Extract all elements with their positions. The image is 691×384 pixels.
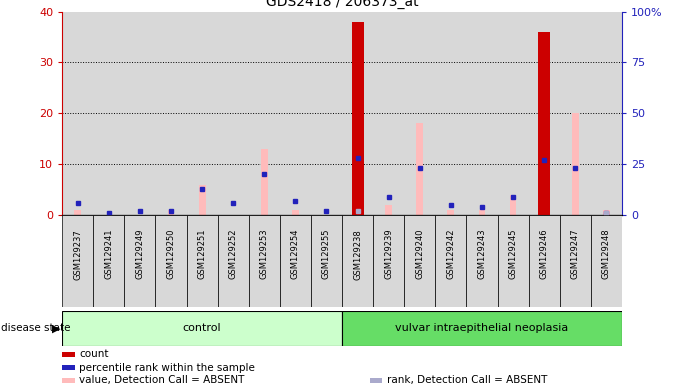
Bar	[529, 215, 560, 307]
Text: count: count	[79, 349, 108, 359]
Bar	[417, 123, 423, 215]
Text: GSM129241: GSM129241	[104, 229, 113, 280]
Bar	[538, 32, 550, 215]
Title: GDS2418 / 206373_at: GDS2418 / 206373_at	[266, 0, 418, 9]
Bar	[218, 215, 249, 307]
Bar	[560, 12, 591, 215]
Bar	[435, 12, 466, 215]
Bar	[155, 12, 187, 215]
Bar	[62, 12, 93, 215]
Bar	[342, 311, 622, 346]
Bar	[498, 12, 529, 215]
Text: GSM129248: GSM129248	[602, 229, 611, 280]
Bar	[591, 215, 622, 307]
Bar	[498, 215, 529, 307]
Bar	[292, 210, 299, 215]
Bar	[311, 12, 342, 215]
Bar	[342, 12, 373, 215]
Bar	[187, 12, 218, 215]
Bar	[466, 215, 498, 307]
Bar	[373, 12, 404, 215]
Bar	[124, 215, 155, 307]
Bar	[352, 22, 363, 215]
Text: ▶: ▶	[52, 323, 60, 333]
Bar	[93, 215, 124, 307]
Text: GSM129254: GSM129254	[291, 229, 300, 280]
Bar	[249, 12, 280, 215]
Bar	[62, 215, 93, 307]
Bar	[404, 12, 435, 215]
Text: GSM129249: GSM129249	[135, 229, 144, 280]
Text: percentile rank within the sample: percentile rank within the sample	[79, 363, 255, 373]
Bar	[155, 215, 187, 307]
Bar	[404, 215, 435, 307]
Bar	[370, 378, 382, 382]
Bar	[218, 12, 249, 215]
Bar	[261, 149, 267, 215]
Bar	[249, 215, 280, 307]
Bar	[280, 215, 311, 307]
Bar	[75, 210, 81, 215]
Text: GSM129237: GSM129237	[73, 229, 82, 280]
Bar	[62, 366, 75, 370]
Bar	[373, 215, 404, 307]
Bar	[529, 12, 560, 215]
Text: GSM129239: GSM129239	[384, 229, 393, 280]
Bar	[280, 12, 311, 215]
Bar	[311, 215, 342, 307]
Bar	[168, 210, 174, 215]
Text: GSM129240: GSM129240	[415, 229, 424, 280]
Bar	[386, 205, 392, 215]
Bar	[448, 210, 454, 215]
Bar	[510, 195, 516, 215]
Text: GSM129255: GSM129255	[322, 229, 331, 280]
Bar	[124, 12, 155, 215]
Text: value, Detection Call = ABSENT: value, Detection Call = ABSENT	[79, 375, 245, 384]
Text: GSM129253: GSM129253	[260, 229, 269, 280]
Text: GSM129247: GSM129247	[571, 229, 580, 280]
Text: rank, Detection Call = ABSENT: rank, Detection Call = ABSENT	[387, 375, 547, 384]
Text: GSM129245: GSM129245	[509, 229, 518, 280]
Text: GSM129243: GSM129243	[477, 229, 486, 280]
Bar	[591, 12, 622, 215]
Text: GSM129250: GSM129250	[167, 229, 176, 280]
Bar	[560, 215, 591, 307]
Bar	[435, 215, 466, 307]
Bar	[93, 12, 124, 215]
Text: GSM129238: GSM129238	[353, 229, 362, 280]
Bar	[187, 215, 218, 307]
Bar	[199, 185, 205, 215]
Bar	[62, 352, 75, 356]
Text: disease state: disease state	[1, 323, 71, 333]
Text: GSM129246: GSM129246	[540, 229, 549, 280]
Bar	[572, 113, 578, 215]
Bar	[62, 311, 342, 346]
Bar	[466, 12, 498, 215]
Bar	[62, 378, 75, 382]
Text: GSM129252: GSM129252	[229, 229, 238, 280]
Text: GSM129251: GSM129251	[198, 229, 207, 280]
Text: vulvar intraepithelial neoplasia: vulvar intraepithelial neoplasia	[395, 323, 569, 333]
Bar	[479, 210, 485, 215]
Text: control: control	[183, 323, 221, 333]
Text: GSM129242: GSM129242	[446, 229, 455, 280]
Bar	[342, 215, 373, 307]
Bar	[603, 210, 609, 215]
